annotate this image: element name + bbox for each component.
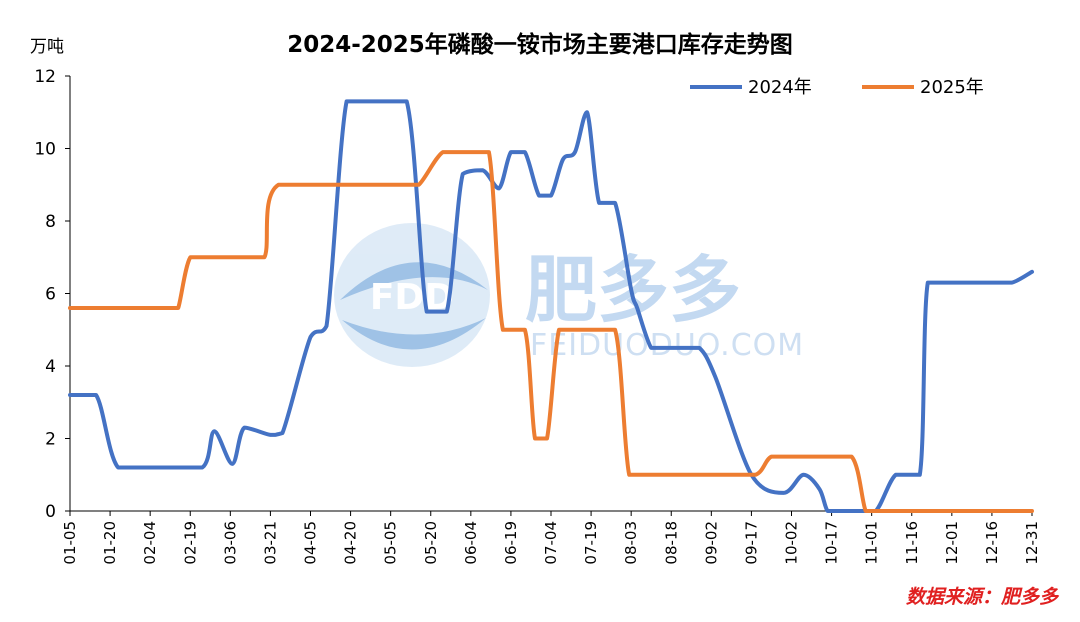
series-line-2 [68,150,1034,513]
x-tick-label: 02-04 [141,521,159,565]
x-tick-label: 01-05 [61,521,79,565]
x-ticks: 01-05 01-20 02-04 02-19 03-06 03-21 04-05 04-20… [61,511,1041,565]
y-tick-label: 8 [45,212,56,232]
x-tick-label: 09-02 [702,521,720,565]
x-tick-label: 12-16 [983,521,1001,565]
y-ticks: 0 2 4 6 8 10 12 [34,67,70,522]
x-tick-label: 03-06 [221,521,239,565]
source-note: 数据来源：肥多多 [906,586,1060,608]
watermark-site: FEIDUODUO.COM [530,328,804,363]
x-tick-label: 02-19 [181,521,199,565]
x-tick-label: 09-17 [742,521,760,565]
x-tick-label: 05-05 [382,521,400,565]
y-tick-label: 10 [34,140,56,160]
x-tick-label: 04-20 [342,521,360,565]
y-tick-label: 0 [45,502,56,522]
watermark: FDD 肥多多 FEIDUODUO.COM [334,223,804,367]
x-tick-label: 04-05 [302,521,320,565]
axes: 0 2 4 6 8 10 12 01-05 01-20 02-04 02-19 03-06 03-21… [34,67,1041,565]
x-tick-label: 08-18 [662,521,680,565]
series-layer [68,99,1034,513]
y-tick-label: 12 [34,67,56,87]
x-tick-label: 05-20 [422,521,440,565]
legend-label: 2024年 [748,77,812,98]
legend: 2024年 2025年 [690,77,984,98]
y-tick-label: 6 [45,285,56,305]
x-tick-label: 08-03 [622,521,640,565]
y-tick-label: 2 [45,430,56,450]
y-tick-label: 4 [45,357,56,377]
legend-label: 2025年 [920,77,984,98]
x-tick-label: 10-02 [783,521,801,565]
x-tick-label: 07-19 [582,521,600,565]
fdd-logo-icon: FDD [334,223,490,367]
x-tick-label: 10-17 [823,521,841,565]
x-tick-label: 06-04 [462,521,480,565]
y-axis-unit: 万吨 [30,37,64,57]
x-tick-label: 07-04 [542,521,560,565]
x-tick-label: 06-19 [502,521,520,565]
x-tick-label: 12-01 [943,521,961,565]
x-tick-label: 11-01 [863,521,881,565]
x-tick-label: 12-31 [1023,521,1041,565]
x-tick-label: 11-16 [903,521,921,565]
chart-title: 2024-2025年磷酸一铵市场主要港口库存走势图 [287,31,793,58]
x-tick-label: 01-20 [101,521,119,565]
x-tick-label: 03-21 [261,521,279,565]
series-line-1 [68,99,1034,513]
